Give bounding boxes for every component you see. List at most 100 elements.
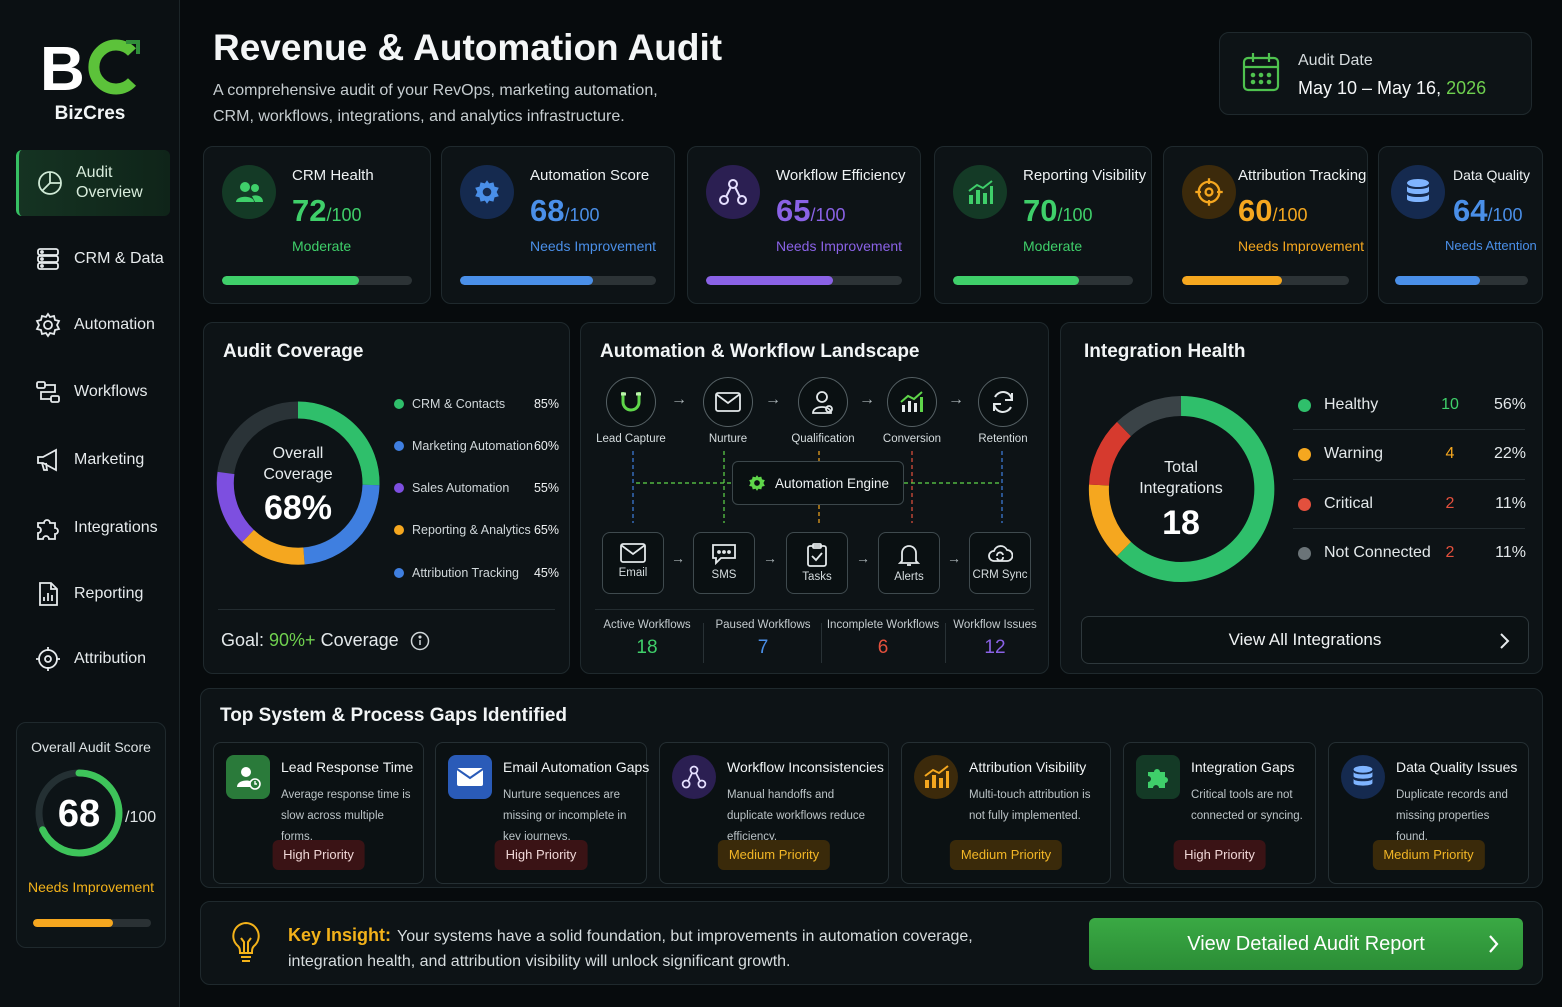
integration-row-not-connected[interactable]: Not Connected 2 11% [1298, 540, 1526, 566]
row-pct: 11% [1495, 544, 1526, 561]
gap-card-lead-response-time[interactable]: Lead Response Time Average response time… [213, 742, 424, 884]
metric-denominator: /100 [326, 205, 362, 225]
workflow-landscape-panel: Automation & Workflow Landscape Lead Cap… [580, 322, 1049, 674]
integration-segment-healthy [1117, 395, 1275, 582]
stage-retention[interactable]: Retention [963, 377, 1043, 445]
pie-chart-icon [38, 171, 62, 195]
gap-card-email-automation-gaps[interactable]: Email Automation Gaps Nurture sequences … [435, 742, 649, 884]
sidebar-item-label: Automation [74, 316, 155, 333]
stat-paused-workflows[interactable]: Paused Workflows 7 [707, 619, 819, 659]
metric-card-workflow-efficiency[interactable]: Workflow Efficiency 65/100 Needs Improve… [687, 146, 921, 304]
flow-arrow: → [856, 550, 870, 566]
integration-row-warning[interactable]: Warning 4 22% [1298, 441, 1526, 467]
channel-sms[interactable]: SMS [693, 532, 755, 594]
metric-label: Automation Score [530, 167, 650, 184]
gap-card-workflow-inconsistencies[interactable]: Workflow Inconsistencies Manual handoffs… [659, 742, 889, 884]
row-label: Warning [1324, 445, 1383, 462]
gap-card-data-quality-issues[interactable]: Data Quality Issues Duplicate records an… [1328, 742, 1529, 884]
integration-row-healthy[interactable]: Healthy 10 56% [1298, 392, 1526, 418]
sidebar: B BizCres Audit Overview CRM & Data Auto… [0, 0, 180, 1007]
envelope-icon [456, 768, 484, 786]
metric-number: 70 [1023, 193, 1058, 228]
info-icon[interactable] [410, 631, 430, 651]
key-insight-panel: Key Insight: Your systems have a solid fo… [200, 901, 1543, 985]
stage-nurture[interactable]: Nurture [688, 377, 768, 445]
metric-label: Reporting Visibility [1023, 167, 1147, 184]
flow-arrow: → [763, 550, 777, 566]
metric-progress-fill [953, 276, 1079, 285]
users-icon [236, 182, 263, 202]
integration-health-panel: Integration Health Total Integrations 18… [1060, 322, 1543, 674]
gap-title: Attribution Visibility [969, 759, 1087, 775]
stat-label: Paused Workflows [715, 619, 811, 631]
stage-lead-capture[interactable]: Lead Capture [591, 377, 671, 445]
audit-date-card[interactable]: Audit Date May 10 – May 16, 2026 [1219, 32, 1532, 115]
stat-active-workflows[interactable]: Active Workflows 18 [591, 619, 703, 659]
sidebar-item-marketing[interactable]: Marketing [16, 427, 170, 493]
divider [1293, 528, 1525, 529]
legend-label: CRM & Contacts [412, 397, 506, 411]
metric-value: 72/100 [292, 193, 362, 229]
status-dot [1298, 546, 1311, 560]
metric-label: Data Quality [1453, 167, 1531, 183]
automation-engine-node[interactable]: Automation Engine [732, 461, 904, 505]
sidebar-item-crm-data[interactable]: CRM & Data [16, 226, 170, 292]
channel-alerts[interactable]: Alerts [878, 532, 940, 594]
metric-progress-bar [1395, 276, 1528, 285]
sidebar-item-automation[interactable]: Automation [16, 292, 170, 358]
score-value: 68 [57, 793, 101, 835]
overall-audit-score-card: Overall Audit Score 68 /100 Needs Improv… [16, 722, 166, 948]
channel-tasks[interactable]: Tasks [786, 532, 848, 594]
metric-card-data-quality[interactable]: Data Quality 64/100 Needs Attention [1378, 146, 1543, 304]
metric-card-automation-score[interactable]: Automation Score 68/100 Needs Improvemen… [441, 146, 675, 304]
gap-description: Multi-touch attribution is not fully imp… [969, 789, 1091, 822]
metric-denominator: /100 [1272, 205, 1308, 225]
bizcres-logo: B [40, 36, 140, 96]
metric-card-reporting-visibility[interactable]: Reporting Visibility 70/100 Moderate [934, 146, 1152, 304]
gap-icon-bg [914, 755, 958, 799]
legend-dot [394, 568, 404, 578]
metric-card-attribution-tracking[interactable]: Attribution Tracking 60/100 Needs Improv… [1163, 146, 1368, 304]
channel-crm-sync[interactable]: CRM Sync [969, 532, 1031, 594]
metric-progress-bar [460, 276, 656, 285]
metric-card-crm-health[interactable]: CRM Health 72/100 Moderate [203, 146, 431, 304]
metric-progress-bar [953, 276, 1133, 285]
integration-row-critical[interactable]: Critical 2 11% [1298, 491, 1526, 517]
gap-card-integration-gaps[interactable]: Integration Gaps Critical tools are not … [1123, 742, 1316, 884]
view-detailed-report-button[interactable]: View Detailed Audit Report [1089, 918, 1523, 970]
goal-value: 90%+ [269, 630, 316, 650]
flow-arrow: → [948, 391, 964, 408]
metric-number: 65 [776, 193, 811, 228]
metric-value: 64/100 [1453, 193, 1523, 229]
sidebar-item-reporting[interactable]: Reporting [16, 561, 170, 627]
target-icon [36, 647, 60, 671]
page-title: Revenue & Automation Audit [213, 27, 723, 68]
engine-label: Automation Engine [774, 475, 890, 491]
view-all-integrations-button[interactable]: View All Integrations [1081, 616, 1529, 664]
magnet-icon [621, 392, 641, 412]
row-pct: 22% [1493, 445, 1526, 462]
coverage-center: Overall Coverage 68% [238, 443, 358, 528]
flow-arrow: → [859, 391, 875, 408]
stat-value: 7 [757, 637, 769, 658]
channel-email[interactable]: Email [602, 532, 664, 594]
gap-card-attribution-visibility[interactable]: Attribution Visibility Multi-touch attri… [901, 742, 1111, 884]
metric-progress-fill [460, 276, 594, 285]
sidebar-item-workflows[interactable]: Workflows [16, 359, 170, 425]
integration-center-label: Total Integrations [1139, 459, 1223, 497]
stat-workflow-issues[interactable]: Workflow Issues 12 [947, 619, 1043, 659]
coverage-legend-item: Attribution Tracking 45% [394, 563, 559, 583]
gap-description: Average response time is slow across mul… [281, 789, 411, 843]
gap-description: Critical tools are not connected or sync… [1191, 789, 1303, 822]
status-dot [1298, 447, 1311, 461]
envelope-icon [620, 543, 646, 563]
stat-incomplete-workflows[interactable]: Incomplete Workflows 6 [823, 619, 943, 659]
sidebar-item-attribution[interactable]: Attribution [16, 626, 170, 692]
sidebar-item-integrations[interactable]: Integrations [16, 495, 170, 561]
workflow-connectors [632, 451, 1003, 523]
stage-label: Retention [978, 433, 1028, 445]
metric-denominator: /100 [564, 205, 600, 225]
stage-conversion[interactable]: Conversion [872, 377, 952, 445]
sidebar-item-audit-overview[interactable]: Audit Overview [16, 150, 170, 216]
stage-qualification[interactable]: Qualification [783, 377, 863, 445]
